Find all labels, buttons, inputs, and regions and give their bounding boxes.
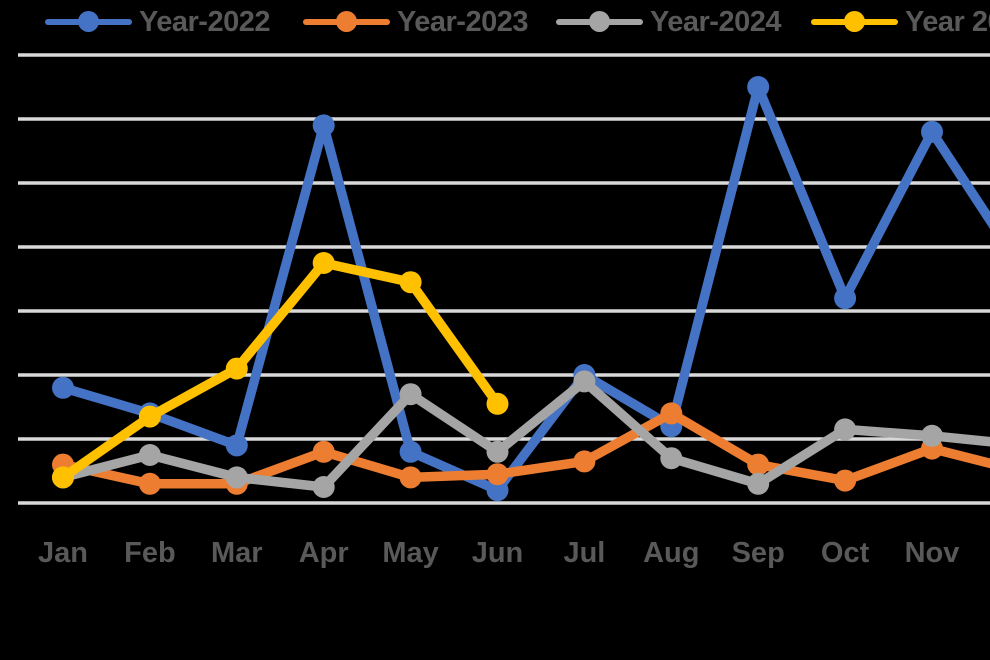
series-year-2023 [52,402,990,495]
data-point-marker [486,440,509,463]
data-point-marker [312,114,335,137]
x-axis-label-jan: Jan [38,537,88,569]
data-point-marker [225,357,248,380]
x-axis-label-apr: Apr [299,537,349,569]
x-axis-label-oct: Oct [821,537,870,569]
x-axis-label-aug: Aug [643,537,699,569]
legend-label: Year-2024 [650,5,781,38]
legend-item-year-2023: Year-2023 [303,0,528,44]
data-point-marker [660,402,683,425]
x-axis-label-feb: Feb [124,537,176,569]
legend-dot-icon [589,11,610,32]
legend-marker-year-2025 [811,0,898,44]
data-point-marker [399,440,422,463]
data-point-marker [52,376,74,399]
legend-label: Year-2023 [397,5,528,38]
data-point-marker [312,476,335,498]
x-axis-labels: Jan Feb Mar Apr May Jun Jul Aug Sep Oct Nov [38,537,959,569]
x-axis-label-jun: Jun [472,537,524,569]
legend-item-year-2024: Year-2024 [556,0,781,44]
data-point-marker [747,472,770,495]
data-point-marker [747,453,770,476]
series-line [58,258,503,483]
data-point-marker [138,444,161,466]
data-point-marker [138,405,161,428]
gridlines [18,53,990,505]
legend-label: Year-2022 [139,5,270,38]
legend-item-year-2025: Year 2025 [811,0,990,44]
data-point-marker [834,469,857,492]
series-line [58,376,990,492]
data-point-marker [486,392,509,415]
data-point-marker [660,447,683,470]
data-point-marker [921,424,943,447]
data-point-marker [486,479,509,502]
x-axis-label-jul: Jul [563,537,605,569]
legend-marker-year-2023 [303,0,390,44]
series-line [58,82,990,495]
data-point-marker [225,434,248,457]
data-point-marker [486,463,509,486]
data-point-marker [399,271,422,294]
x-axis-label-nov: Nov [905,537,960,569]
data-point-marker [52,466,74,489]
data-point-marker [225,466,248,489]
x-axis-label-may: May [382,537,438,569]
series-year-2025 [52,252,509,489]
x-axis-label-sep: Sep [732,537,785,569]
data-point-marker [312,252,335,274]
data-point-marker [138,472,161,495]
data-point-marker [573,450,596,473]
legend-dot-icon [844,11,865,32]
legend: Year-2022 Year-2023 Year-2024 Year 2025 [0,0,990,44]
series-year-2024 [52,370,990,498]
legend-marker-year-2024 [556,0,643,44]
legend-dot-icon [336,11,357,32]
x-axis-label-mar: Mar [211,537,263,569]
legend-dot-icon [78,11,99,32]
data-point-marker [399,383,422,406]
data-point-marker [834,287,857,310]
series-line [58,408,990,489]
data-point-marker [921,120,943,143]
legend-marker-year-2022 [45,0,132,44]
data-point-marker [573,370,596,393]
data-point-marker [312,440,335,463]
data-point-marker [834,418,857,441]
legend-item-year-2022: Year-2022 [45,0,270,44]
data-point-marker [747,76,770,98]
legend-label: Year 2025 [905,5,990,38]
data-point-marker [399,466,422,489]
